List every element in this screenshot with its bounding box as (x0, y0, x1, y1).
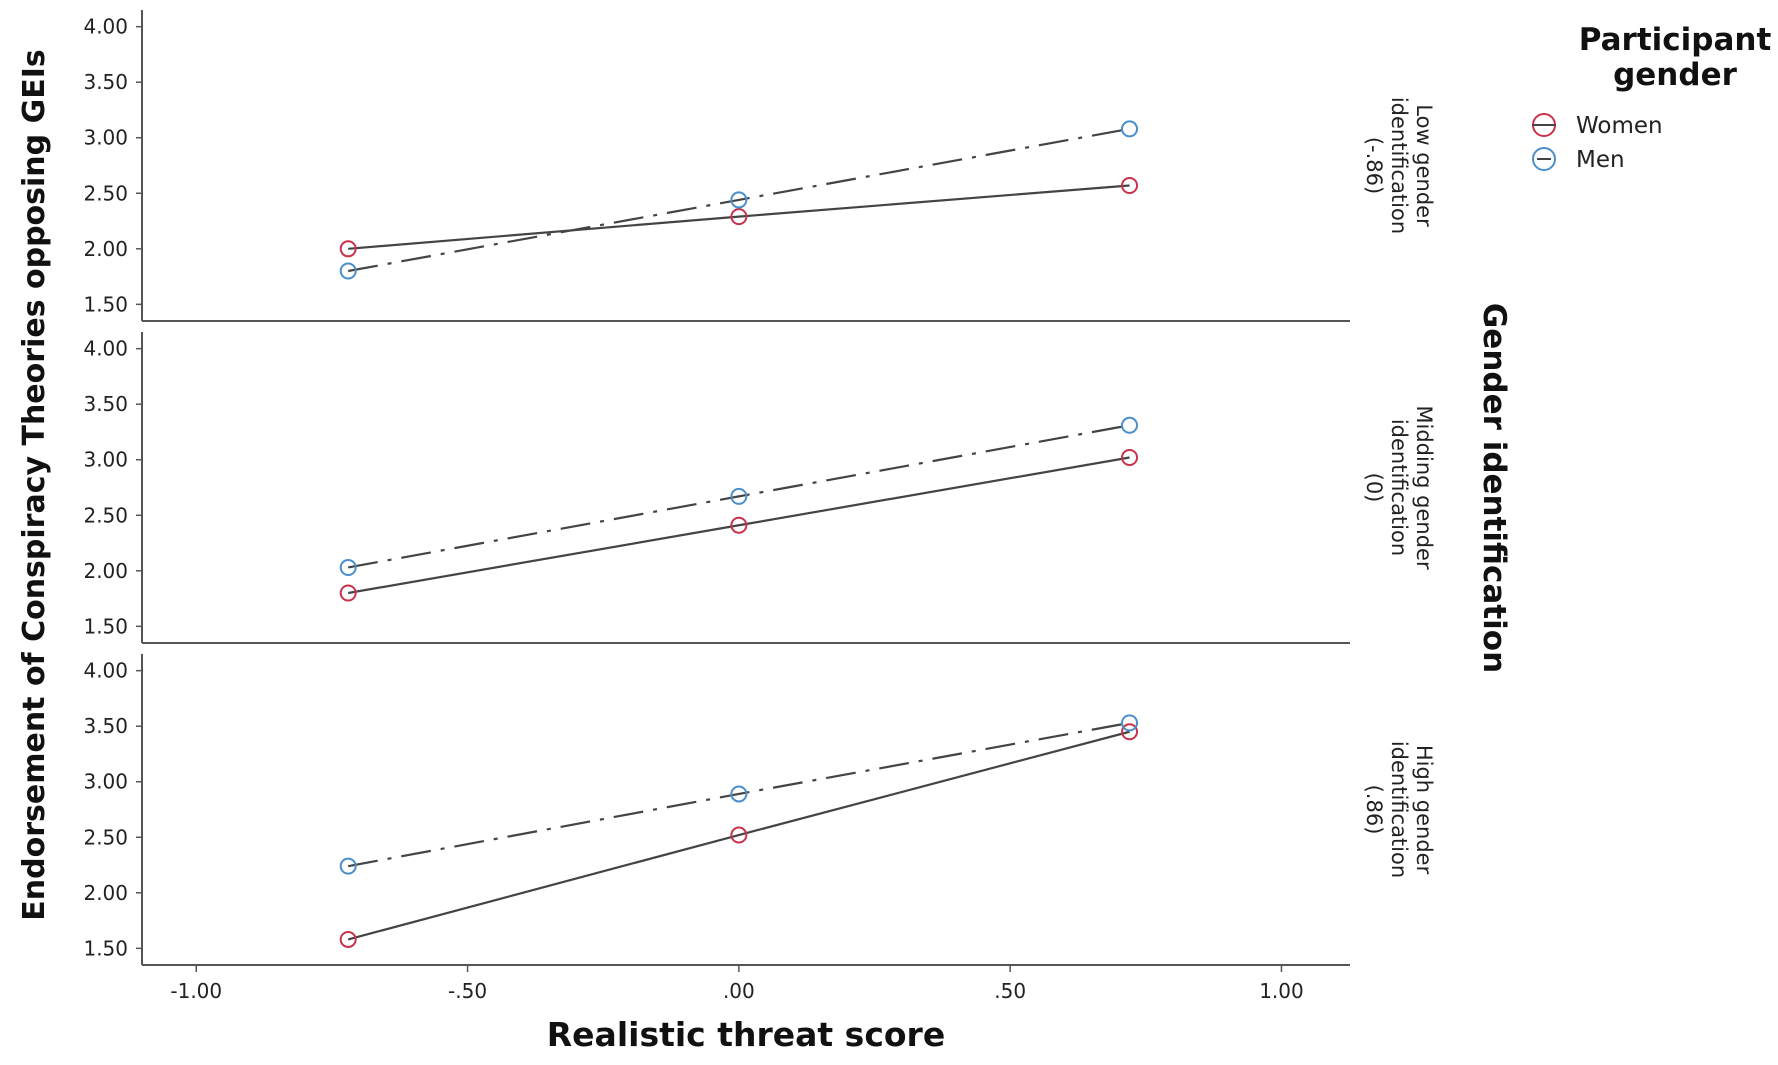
x-tick-label: .00 (723, 979, 755, 1003)
legend-marker-men (1532, 147, 1556, 171)
panel-0-y-tick-label: 3.00 (83, 126, 128, 150)
panel-0-point-men (730, 191, 748, 209)
panel-0-line-men (347, 127, 1130, 273)
panel-1-point-men (339, 558, 357, 576)
x-tick-label: .50 (994, 979, 1026, 1003)
panel-0-y-tick-label: 4.00 (83, 15, 128, 39)
panel-2-point-men (1121, 714, 1139, 732)
panel-1: 1.50 2.00 2.50 3.00 3.50 4.00 Midding genderid… (83, 332, 1436, 644)
panel-0-point-men (1121, 120, 1139, 138)
panel-0-strip-label-line: (-.86) (1362, 137, 1386, 194)
panel-2-point-women (1121, 723, 1139, 741)
panel-0-line-women (348, 184, 1130, 250)
panel-1-line-men (347, 424, 1130, 569)
panel-1-point-men (730, 487, 748, 505)
panel-2-strip-label-line: identification (1387, 741, 1411, 878)
panel-2-point-women (339, 930, 357, 948)
panel-2-line-women (347, 730, 1130, 941)
panel-2: 1.50 2.00 2.50 3.00 3.50 4.00 High genderident… (83, 654, 1436, 966)
panel-2-point-men (730, 785, 748, 803)
panel-2-strip-label-line: High gender (1412, 745, 1436, 875)
panel-1-point-women (1121, 449, 1139, 467)
panel-1-y-tick-label: 2.50 (83, 503, 128, 527)
legend-title-line1: Participant (1579, 22, 1772, 58)
panel-1-point-men (1121, 416, 1139, 434)
panel-1-point-women (730, 516, 748, 534)
panel-0-y-tick-label: 3.50 (83, 70, 128, 94)
legend-entry-men: Men (1532, 147, 1625, 173)
panel-2-point-men (339, 857, 357, 875)
panel-2-strip-label-line: (.86) (1362, 785, 1386, 835)
x-tick-label: -1.00 (170, 979, 222, 1003)
facet-axis-title: Gender identification (1476, 303, 1512, 673)
panel-1-y-tick-label: 3.00 (83, 448, 128, 472)
legend-label-women: Women (1576, 113, 1663, 139)
panel-1-strip-label-line: Midding gender (1412, 405, 1436, 570)
panel-0-point-women (1121, 176, 1139, 194)
x-axis-title: Realistic threat score (547, 1015, 945, 1054)
panel-0-y-tick-label: 2.50 (83, 181, 128, 205)
panel-0-strip-label-line: Low gender (1412, 104, 1436, 227)
panel-2-y-tick-label: 3.50 (83, 714, 128, 738)
x-tick-label: 1.00 (1259, 979, 1304, 1003)
y-axis-title: Endorsement of Conspiracy Theories oppos… (17, 49, 52, 920)
panel-2-y-tick-label: 4.00 (83, 659, 128, 683)
panel-0: 1.50 2.00 2.50 3.00 3.50 4.00 Low genderidenti… (83, 10, 1436, 322)
panel-2-y-tick-label: 2.50 (83, 825, 128, 849)
legend-label-men: Men (1576, 147, 1625, 173)
legend: Participant gender Women Men (1532, 22, 1771, 173)
panel-1-line-women (348, 456, 1130, 595)
panel-1-point-women (339, 584, 357, 602)
panel-0-point-women (339, 240, 357, 258)
x-tick-label: -.50 (448, 979, 487, 1003)
panel-1-y-tick-label: 3.50 (83, 392, 128, 416)
panel-2-y-tick-label: 3.00 (83, 770, 128, 794)
panel-1-y-tick-label: 2.00 (83, 559, 128, 583)
legend-entry-women: Women (1532, 113, 1663, 139)
panel-2-y-tick-label: 1.50 (83, 936, 128, 960)
panel-2-line-men (347, 721, 1130, 868)
panel-2-point-women (730, 826, 748, 844)
panel-1-y-tick-label: 1.50 (83, 614, 128, 638)
legend-title-line2: gender (1613, 57, 1738, 93)
panel-1-strip-label-line: identification (1387, 419, 1411, 556)
panel-0-y-tick-label: 2.00 (83, 237, 128, 261)
panel-0-strip-label-line: identification (1387, 97, 1411, 234)
x-axis: -1.00 -.50 .00 .50 1.00 (142, 964, 1350, 1003)
panel-2-y-tick-label: 2.00 (83, 881, 128, 905)
panel-0-point-women (730, 208, 748, 226)
panel-1-y-tick-label: 4.00 (83, 337, 128, 361)
panel-1-strip-label-line: (0) (1362, 473, 1386, 503)
panel-0-y-tick-label: 1.50 (83, 292, 128, 316)
panel-0-point-men (339, 262, 357, 280)
